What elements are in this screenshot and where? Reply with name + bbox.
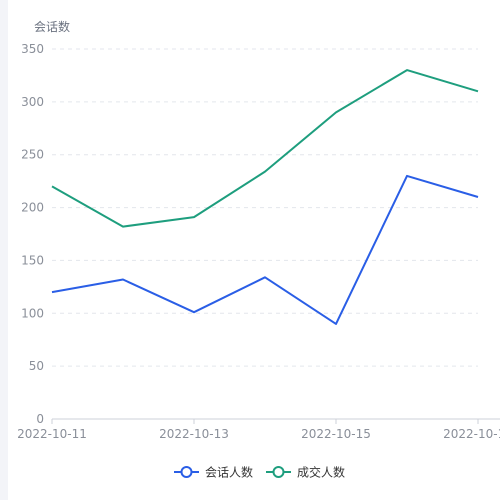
grid-lines	[52, 48, 478, 367]
y-tick-label: 100	[21, 306, 44, 320]
chart-panel	[8, 0, 500, 500]
series-line-0	[51, 174, 479, 325]
y-axis-label: 会话数	[34, 19, 70, 34]
legend[interactable]: 会话人数 成交人数	[174, 465, 345, 480]
y-axis-ticks: 0 50 100 150 200 250 300 350	[21, 42, 44, 426]
y-tick-label: 200	[21, 201, 44, 215]
legend-item[interactable]: 成交人数	[266, 465, 345, 480]
series-line-1	[51, 69, 479, 228]
legend-label: 会话人数	[205, 465, 253, 480]
y-tick-label: 150	[21, 253, 44, 267]
y-tick-label: 0	[36, 412, 44, 426]
y-tick-label: 350	[21, 42, 44, 56]
y-tick-label: 300	[21, 95, 44, 109]
legend-item[interactable]: 会话人数	[174, 465, 253, 480]
legend-marker-icon	[272, 466, 285, 478]
x-tick-label: 2022-10-17	[443, 427, 500, 441]
x-tick-label: 2022-10-11	[17, 427, 87, 441]
legend-marker-icon	[180, 466, 193, 478]
legend-label: 成交人数	[297, 465, 345, 480]
x-tick-label: 2022-10-15	[301, 427, 371, 441]
y-tick-label: 250	[21, 148, 44, 162]
x-tick-label: 2022-10-13	[159, 427, 229, 441]
y-tick-label: 50	[29, 359, 44, 373]
x-axis: 2022-10-11 2022-10-13 2022-10-15 2022-10-17	[17, 418, 500, 441]
series-lines	[51, 69, 479, 325]
